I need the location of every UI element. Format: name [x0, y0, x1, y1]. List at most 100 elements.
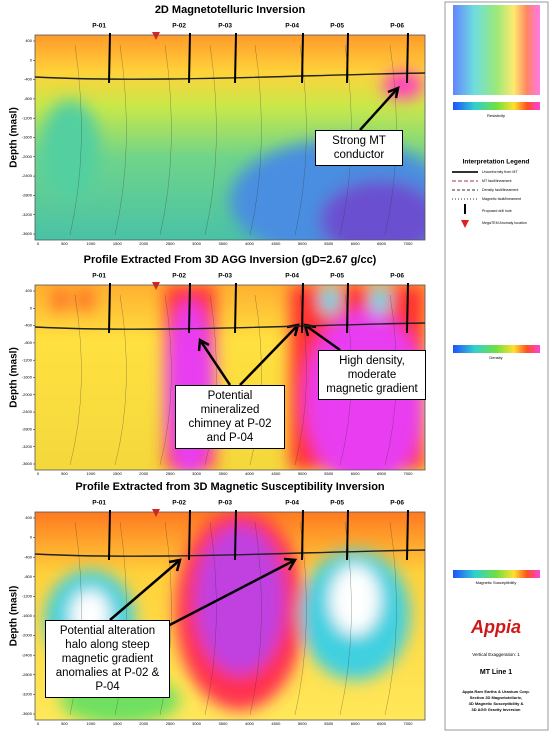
y-tick-label: 0	[30, 57, 33, 62]
x-tick-label: 3000	[192, 241, 202, 246]
x-tick-label: 5500	[324, 241, 334, 246]
x-tick-label: 4000	[245, 471, 255, 476]
drill-hole-label: P-06	[390, 273, 404, 280]
contour	[249, 521, 262, 716]
drill-hole	[108, 282, 111, 334]
drill-hole	[346, 282, 349, 334]
drill-hole-label: P-01	[92, 23, 106, 30]
x-tick-label: 6000	[351, 241, 361, 246]
y-tick-label: -3600	[22, 461, 33, 466]
y-tick-label: -3200	[22, 444, 33, 449]
sidebar-frame	[444, 1, 549, 731]
y-tick-label: -2800	[22, 192, 33, 197]
drill-hole	[406, 32, 409, 84]
x-tick-label: 1500	[113, 471, 123, 476]
callout: Potential alteration halo along steep ma…	[45, 620, 170, 698]
y-tick-label: -1200	[22, 593, 33, 598]
drill-hole	[234, 509, 237, 561]
legend-item: MT fault/lineament	[482, 179, 512, 183]
drill-hole	[234, 32, 237, 84]
unconformity	[34, 322, 426, 330]
y-tick-label: -1600	[22, 135, 33, 140]
x-tick-label: 2000	[139, 241, 149, 246]
x-tick-label: 500	[61, 721, 68, 726]
y-tick-label: 400	[25, 515, 32, 520]
drill-hole-label: P-02	[172, 273, 186, 280]
y-tick-label: -2000	[22, 633, 33, 638]
y-tick-label: 400	[25, 38, 32, 43]
drill-hole-label: P-02	[172, 23, 186, 30]
callout: High density, moderate magnetic gradient	[318, 350, 426, 400]
y-tick-label: -2400	[22, 409, 33, 414]
x-tick-label: 3000	[192, 471, 202, 476]
drill-hole-label: P-01	[92, 273, 106, 280]
drill-hole-label: P-03	[218, 273, 232, 280]
megatem-marker	[152, 509, 160, 517]
unconformity	[34, 549, 426, 557]
x-tick-label: 0	[37, 721, 40, 726]
x-tick-label: 500	[61, 471, 68, 476]
drill-hole	[188, 509, 191, 561]
location-map	[453, 5, 540, 95]
colorbar-label: Density	[489, 355, 502, 360]
x-tick-label: 2500	[166, 471, 176, 476]
x-tick-label: 4000	[245, 721, 255, 726]
logo: Appia	[470, 617, 521, 637]
drill-hole	[188, 282, 191, 334]
x-tick-label: 500	[61, 241, 68, 246]
x-tick-label: 2000	[139, 471, 149, 476]
y-tick-label: -3200	[22, 212, 33, 217]
x-tick-label: 1000	[86, 471, 96, 476]
x-tick-label: 4500	[271, 241, 281, 246]
drill-hole	[406, 509, 409, 561]
panel-title: Profile Extracted from 3D Magnetic Susce…	[75, 481, 385, 493]
y-tick-label: -1200	[22, 357, 33, 362]
x-tick-label: 3000	[192, 721, 202, 726]
y-tick-label: -2800	[22, 426, 33, 431]
panel-title: Profile Extracted From 3D AGG Inversion …	[84, 254, 377, 266]
y-tick-label: -1600	[22, 613, 33, 618]
drill-hole	[188, 32, 191, 84]
section-frame	[34, 511, 426, 721]
x-tick-label: 0	[37, 471, 40, 476]
x-tick-label: 6500	[377, 471, 387, 476]
drill-hole-label: P-06	[390, 500, 404, 507]
y-tick-label: -800	[24, 574, 33, 579]
contour	[114, 44, 127, 236]
company-text: 3D Magnetic Susceptibility &	[469, 701, 524, 706]
company-text: Section 2D Magnetotelluric,	[470, 695, 522, 700]
drill-hole	[108, 509, 111, 561]
y-tick-label: -2400	[22, 652, 33, 657]
contour	[69, 44, 82, 236]
legend-item: Unconformity from MT	[482, 170, 518, 174]
y-tick-label: -800	[24, 340, 33, 345]
y-tick-label: -400	[24, 554, 33, 559]
company-text: 3D AGG Gravity Inversion	[472, 707, 522, 712]
x-tick-label: 5500	[324, 721, 334, 726]
megatem-marker	[152, 282, 160, 290]
drill-hole-label: P-05	[330, 273, 344, 280]
x-tick-label: 5500	[324, 471, 334, 476]
y-tick-label: -3600	[22, 711, 33, 716]
y-tick-label: -1600	[22, 375, 33, 380]
y-tick-label: 400	[25, 288, 32, 293]
legend-item: Density fault/lineament	[482, 188, 518, 192]
colorbar	[453, 345, 540, 353]
drill-hole	[301, 509, 304, 561]
scale: Vertical Exaggeration: 1	[472, 652, 520, 657]
drill-hole-label: P-04	[285, 500, 299, 507]
colorbar-label: Magnetic Susceptibility	[476, 580, 517, 585]
contour	[384, 521, 397, 716]
x-tick-label: 4000	[245, 241, 255, 246]
contour	[69, 294, 82, 466]
y-tick-label: -3200	[22, 691, 33, 696]
y-axis-label: Depth (masl)	[9, 586, 20, 647]
colorbar-label: Resistivity	[487, 113, 505, 118]
x-tick-label: 1000	[86, 721, 96, 726]
contour	[204, 44, 217, 236]
contour	[114, 294, 127, 466]
contour	[204, 521, 217, 716]
x-tick-label: 6500	[377, 721, 387, 726]
y-tick-label: -2000	[22, 392, 33, 397]
